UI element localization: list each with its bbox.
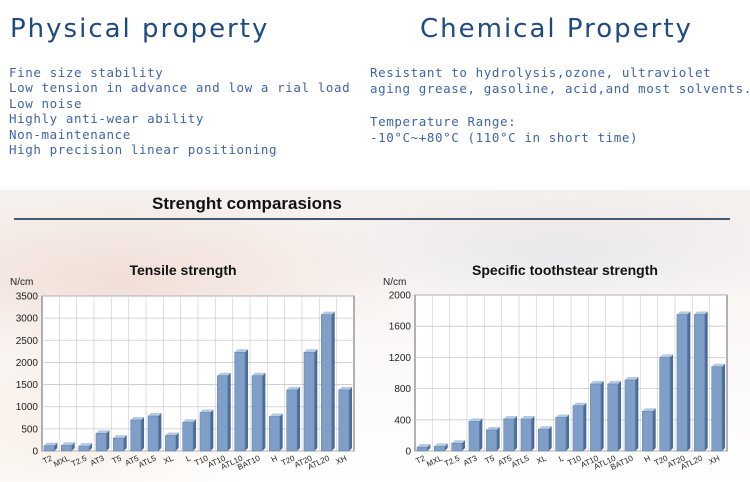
bar-at3 <box>468 418 483 452</box>
chart-title: Specific toothstear strength <box>472 262 658 278</box>
x-tick-label: XL <box>535 453 548 466</box>
bar-mxl <box>61 442 75 452</box>
physical-item: Low tension in advance and low a rial lo… <box>9 80 351 96</box>
bar-l <box>555 414 570 452</box>
y-tick-label: 1000 <box>16 402 39 413</box>
specific-toothstear-strength-chart: Specific toothstear strength N/cm 0 400 80… <box>383 262 728 472</box>
bar-t5 <box>113 435 127 452</box>
y-tick-label: 400 <box>394 415 411 426</box>
bar-atl5 <box>520 416 535 452</box>
bar-bat10 <box>624 377 639 452</box>
x-tick-label: AT3 <box>89 453 106 467</box>
bar-at10 <box>590 380 604 452</box>
bar-at3 <box>95 430 110 452</box>
temperature-range-label: Temperature Range: <box>370 114 517 129</box>
x-tick-label: T2 <box>414 453 427 465</box>
strength-comparison-title: Strenght comparasions <box>152 194 342 213</box>
bar-atl5 <box>147 413 162 452</box>
x-tick-label: MXL <box>52 453 71 468</box>
x-tick-label: L <box>184 453 192 463</box>
bar-t20 <box>286 386 301 452</box>
y-tick-label: 1200 <box>389 353 412 364</box>
bar-t2 <box>43 442 58 452</box>
bar-h <box>269 413 283 452</box>
bar-mxl <box>434 443 448 452</box>
chemical-resistance-line-1: Resistant to hydrolysis,ozone, ultraviol… <box>370 65 712 80</box>
bar-h <box>642 408 656 452</box>
bar-xh <box>338 386 353 452</box>
bar-atl20 <box>694 311 708 452</box>
bar-at10 <box>217 372 231 452</box>
bar-atl10 <box>234 349 249 452</box>
bar-t2-5 <box>451 440 466 452</box>
x-tick-label: XH <box>334 454 348 467</box>
bar-t10 <box>199 409 214 452</box>
x-tick-label: T5 <box>484 453 497 465</box>
x-tick-label: XL <box>162 453 175 466</box>
x-tick-label: T2.5 <box>443 453 462 468</box>
x-tick-label: ATL5 <box>137 453 158 469</box>
tensile-strength-chart: Tensile strength N/cm 0 500 1000 1500 2000 25… <box>10 262 355 472</box>
y-tick-label: 2500 <box>16 336 39 347</box>
bar-t20 <box>659 354 674 452</box>
x-tick-label: H <box>643 454 652 465</box>
x-tick-label: ATL5 <box>510 453 531 469</box>
bar-at20 <box>676 311 691 452</box>
bar-atl10 <box>607 380 622 452</box>
bar-bat10 <box>251 372 266 452</box>
x-tick-label: XH <box>707 454 721 467</box>
bar-xl <box>538 426 552 452</box>
x-tick-label: T5 <box>111 453 124 465</box>
bar-t5 <box>486 426 500 452</box>
y-tick-label: 0 <box>405 447 411 458</box>
y-axis-unit: N/cm <box>383 277 406 288</box>
bar-atl20 <box>321 311 335 452</box>
y-tick-label: 0 <box>32 447 38 458</box>
physical-item: Highly anti-wear ability <box>9 111 205 127</box>
bar-t2-5 <box>78 443 93 452</box>
bar-t10 <box>572 402 587 452</box>
y-tick-label: 1500 <box>16 380 39 391</box>
x-tick-label: MXL <box>425 453 444 468</box>
chemical-property-heading: Chemical Property <box>420 14 693 44</box>
x-tick-label: T2 <box>41 453 54 465</box>
section-divider <box>14 218 730 220</box>
y-tick-label: 800 <box>394 384 411 395</box>
bar-at5 <box>503 416 518 452</box>
physical-property-list: Fine size stability Low tension in advan… <box>9 65 350 157</box>
bar-at5 <box>130 417 145 452</box>
bar-t2 <box>416 444 431 452</box>
x-tick-label: AT3 <box>462 453 479 467</box>
x-tick-label: T2.5 <box>70 453 89 468</box>
chart-title: Tensile strength <box>129 262 236 278</box>
y-axis-unit: N/cm <box>10 277 33 288</box>
temperature-range-value: -10°C~+80°C (110°C in short time) <box>370 130 639 145</box>
bar-at20 <box>303 349 318 452</box>
physical-item: Non-maintenance <box>9 126 131 142</box>
bar-l <box>182 419 197 452</box>
y-tick-label: 3000 <box>16 314 39 325</box>
bar-xl <box>165 432 179 452</box>
bar-xh <box>711 363 726 452</box>
x-tick-label: L <box>557 453 565 463</box>
y-tick-label: 500 <box>21 424 38 435</box>
y-tick-label: 2000 <box>389 291 412 302</box>
physical-item: Low noise <box>9 95 83 111</box>
physical-item: High precision linear positioning <box>9 142 278 158</box>
physical-property-heading: Physical property <box>10 14 270 44</box>
y-tick-label: 2000 <box>16 358 39 369</box>
physical-item: Fine size stability <box>9 65 164 80</box>
chemical-resistance-line-2: aging grease, gasoline, acid,and most so… <box>370 81 750 96</box>
y-tick-label: 1600 <box>389 322 412 333</box>
x-tick-label: H <box>270 454 279 465</box>
y-tick-label: 3500 <box>16 292 39 303</box>
